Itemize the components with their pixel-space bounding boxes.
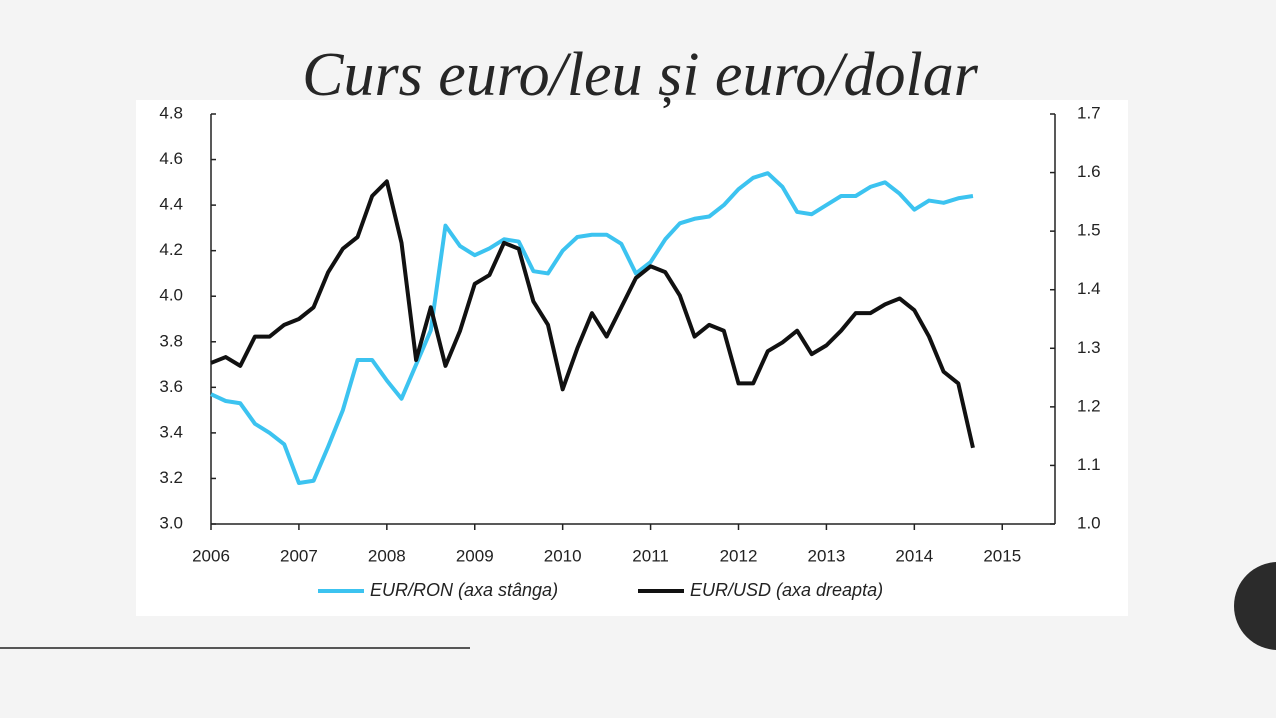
y-tick-label: 3.6: [159, 377, 183, 396]
slide-title: Curs euro/leu și euro/dolar: [302, 41, 979, 109]
y-tick-label: 3.0: [159, 513, 183, 532]
y2-tick-label: 1.2: [1077, 396, 1101, 415]
x-tick-label: 2012: [720, 546, 758, 565]
plot: 3.0 3.2 3.4 3.6 3.8 4.0 4.2 4.4 4.6 4.8 1.0 1.1 1.2 1…: [159, 103, 1100, 599]
y-tick-label: 4.0: [159, 286, 183, 305]
y-tick-label: 3.2: [159, 468, 183, 487]
series-line: [210, 171, 974, 485]
series-line: [210, 179, 975, 449]
y-tick-label: 3.8: [159, 331, 183, 350]
y2-tick-label: 1.7: [1077, 103, 1101, 122]
x-tick-label: 2014: [895, 546, 933, 565]
x-tick-label: 2009: [456, 546, 494, 565]
y-tick-label: 3.4: [159, 422, 183, 441]
y2-tick-label: 1.6: [1077, 162, 1101, 181]
chart-background: [136, 100, 1128, 616]
y2-tick-label: 1.1: [1077, 455, 1101, 474]
x-tick-label: 2010: [544, 546, 582, 565]
x-tick-label: 2008: [368, 546, 406, 565]
y-tick-label: 4.8: [159, 103, 183, 122]
y-tick-label: 4.2: [159, 240, 183, 259]
x-tick-label: 2015: [983, 546, 1021, 565]
x-tick-label: 2011: [632, 546, 669, 565]
x-tick-label: 2007: [280, 546, 318, 565]
x-tick-label: 2006: [192, 546, 230, 565]
y2-tick-label: 1.0: [1077, 513, 1101, 532]
y2-tick-label: 1.5: [1077, 221, 1101, 240]
x-tick-label: 2013: [808, 546, 846, 565]
decor-circle: [1234, 562, 1276, 650]
y2-tick-label: 1.3: [1077, 338, 1101, 357]
y-tick-label: 4.4: [159, 195, 183, 214]
y2-tick-label: 1.4: [1077, 279, 1101, 298]
legend-label: EUR/USD (axa dreapta): [690, 580, 883, 600]
legend-label: EUR/RON (axa stânga): [370, 580, 558, 600]
y-tick-label: 4.6: [159, 149, 183, 168]
